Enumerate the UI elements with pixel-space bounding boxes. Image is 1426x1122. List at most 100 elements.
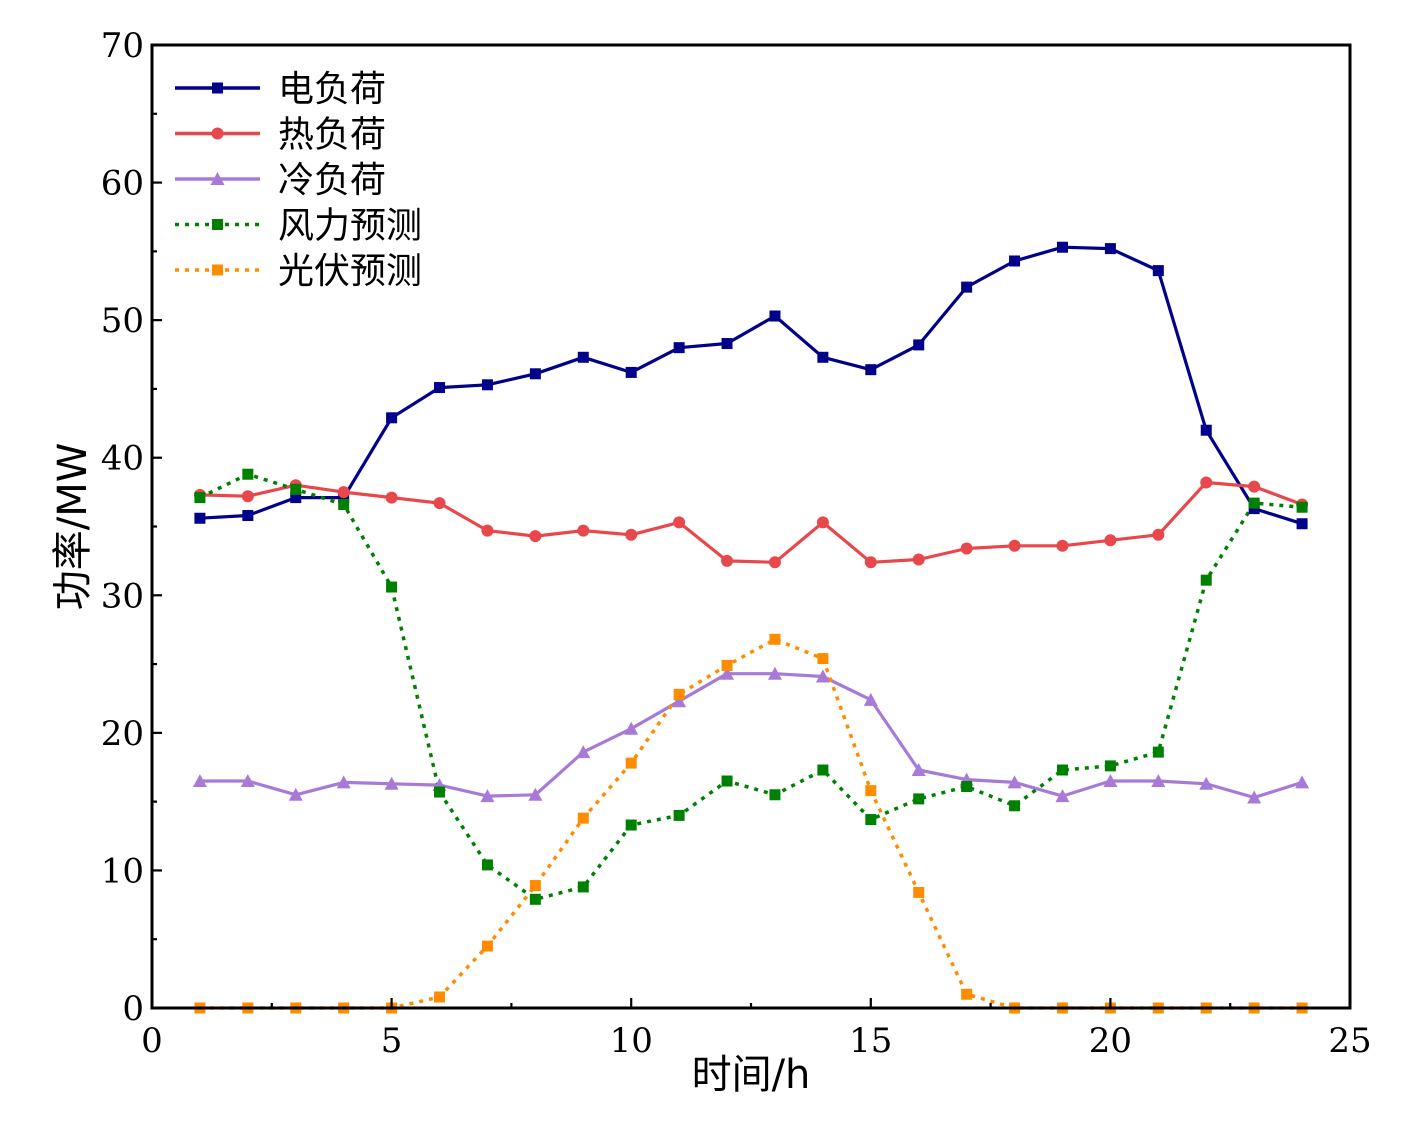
series-4-point: [769, 633, 781, 645]
x-tick-label: 5: [381, 1021, 403, 1061]
series-0-point: [1200, 424, 1212, 436]
series-0-point: [434, 382, 446, 394]
series-0-point: [386, 412, 398, 424]
series-line-3: [199, 472, 1303, 902]
series-2-point: [528, 787, 543, 801]
series-2-point: [576, 745, 591, 759]
series-0-point: [913, 339, 925, 351]
series-0-point: [194, 512, 206, 524]
series-3-point: [1152, 746, 1164, 758]
series-2-point: [1295, 775, 1310, 789]
series-0-point: [961, 281, 973, 293]
series-4-point: [529, 880, 541, 892]
legend-label-3: 风力预测: [278, 206, 422, 247]
series-1-point: [1056, 539, 1069, 552]
series-1-point: [673, 516, 686, 529]
legend-label-2: 冷负荷: [278, 160, 386, 201]
series-0-point: [769, 310, 781, 322]
series-line-0: [199, 245, 1303, 526]
series-1-point: [433, 497, 446, 510]
series-2-point: [1007, 775, 1022, 789]
series-0-point: [1056, 241, 1068, 253]
series-0-point: [1009, 255, 1021, 267]
series-1-point: [768, 556, 781, 569]
legend-swatch-marker-0: [212, 82, 223, 94]
series-2-point: [767, 666, 782, 680]
series-1-point: [625, 528, 638, 541]
series-3-point: [673, 809, 685, 821]
series-3-point: [290, 483, 302, 495]
series-3-point: [194, 492, 206, 504]
series-1-point: [960, 542, 973, 555]
series-2-point: [624, 721, 639, 735]
y-axis-title: 功率/MW: [50, 443, 96, 611]
series-3-point: [481, 859, 493, 871]
series-1-point: [529, 530, 542, 543]
series-3-point: [386, 581, 398, 593]
series-1-point: [337, 486, 350, 499]
series-0-point: [1104, 243, 1116, 255]
y-tick-label: 40: [101, 439, 144, 479]
series-2-point: [911, 763, 926, 777]
series-0-point: [529, 368, 541, 380]
y-tick-label: 30: [101, 576, 144, 616]
series-0-point: [625, 366, 637, 378]
legend-swatch-marker-1: [211, 127, 224, 140]
series-2-point: [480, 789, 495, 803]
series-4-point: [913, 886, 925, 898]
series-0-point: [1248, 503, 1260, 515]
x-tick-label: 25: [1328, 1021, 1371, 1061]
series-4-point: [817, 653, 829, 665]
series-2-point: [1103, 774, 1118, 788]
series-3-point: [865, 814, 877, 826]
series-3-point: [913, 793, 925, 805]
series-3-point: [1009, 800, 1021, 812]
axis-ticks: 0 5 10 15 20 25 0 10 20 30 40 50 60 70: [101, 26, 1372, 1061]
series-2-point: [815, 669, 830, 683]
legend-label-0: 电负荷: [278, 69, 386, 110]
series-0-point: [1296, 518, 1308, 530]
y-tick-label: 10: [101, 851, 144, 891]
series-0-point: [290, 492, 302, 504]
series-3-point: [721, 775, 733, 787]
series-3-point: [1056, 764, 1068, 776]
series-2-point: [240, 774, 255, 788]
series-2-point: [1055, 789, 1070, 803]
y-tick-label: 60: [101, 164, 144, 204]
series-4-point: [625, 757, 637, 769]
series-markers: [192, 241, 1310, 1014]
series-1-point: [864, 556, 877, 569]
series-0-point: [865, 364, 877, 376]
series-1-point: [385, 491, 398, 504]
series-1-point: [577, 524, 590, 537]
series-0-point: [817, 351, 829, 363]
series-3-point: [1248, 497, 1260, 509]
series-2-point: [192, 774, 207, 788]
series-3-point: [242, 468, 254, 480]
y-tick-label: 70: [101, 26, 144, 66]
series-1-point: [241, 490, 254, 503]
series-0-point: [481, 379, 493, 391]
series-3-point: [769, 789, 781, 801]
series-3-point: [529, 893, 541, 905]
series-3-point: [577, 881, 589, 893]
x-tick-label: 15: [849, 1021, 892, 1061]
series-3-point: [1296, 501, 1308, 513]
series-4-point: [577, 812, 589, 824]
series-2-point: [1199, 776, 1214, 790]
series-3-point: [961, 781, 973, 793]
series-1-point: [721, 554, 734, 567]
y-tick-label: 50: [101, 301, 144, 341]
series-1-point: [481, 524, 494, 537]
series-0-point: [242, 509, 254, 521]
series-1-point: [816, 516, 829, 529]
series-2-point: [1151, 774, 1166, 788]
legend-label-4: 光伏预测: [278, 251, 422, 292]
series-4-point: [865, 785, 877, 797]
series-2-point: [672, 694, 687, 708]
series-3-point: [338, 498, 350, 510]
series-0-point: [1152, 265, 1164, 277]
series-3-point: [625, 819, 637, 831]
series-line-2: [199, 672, 1303, 800]
